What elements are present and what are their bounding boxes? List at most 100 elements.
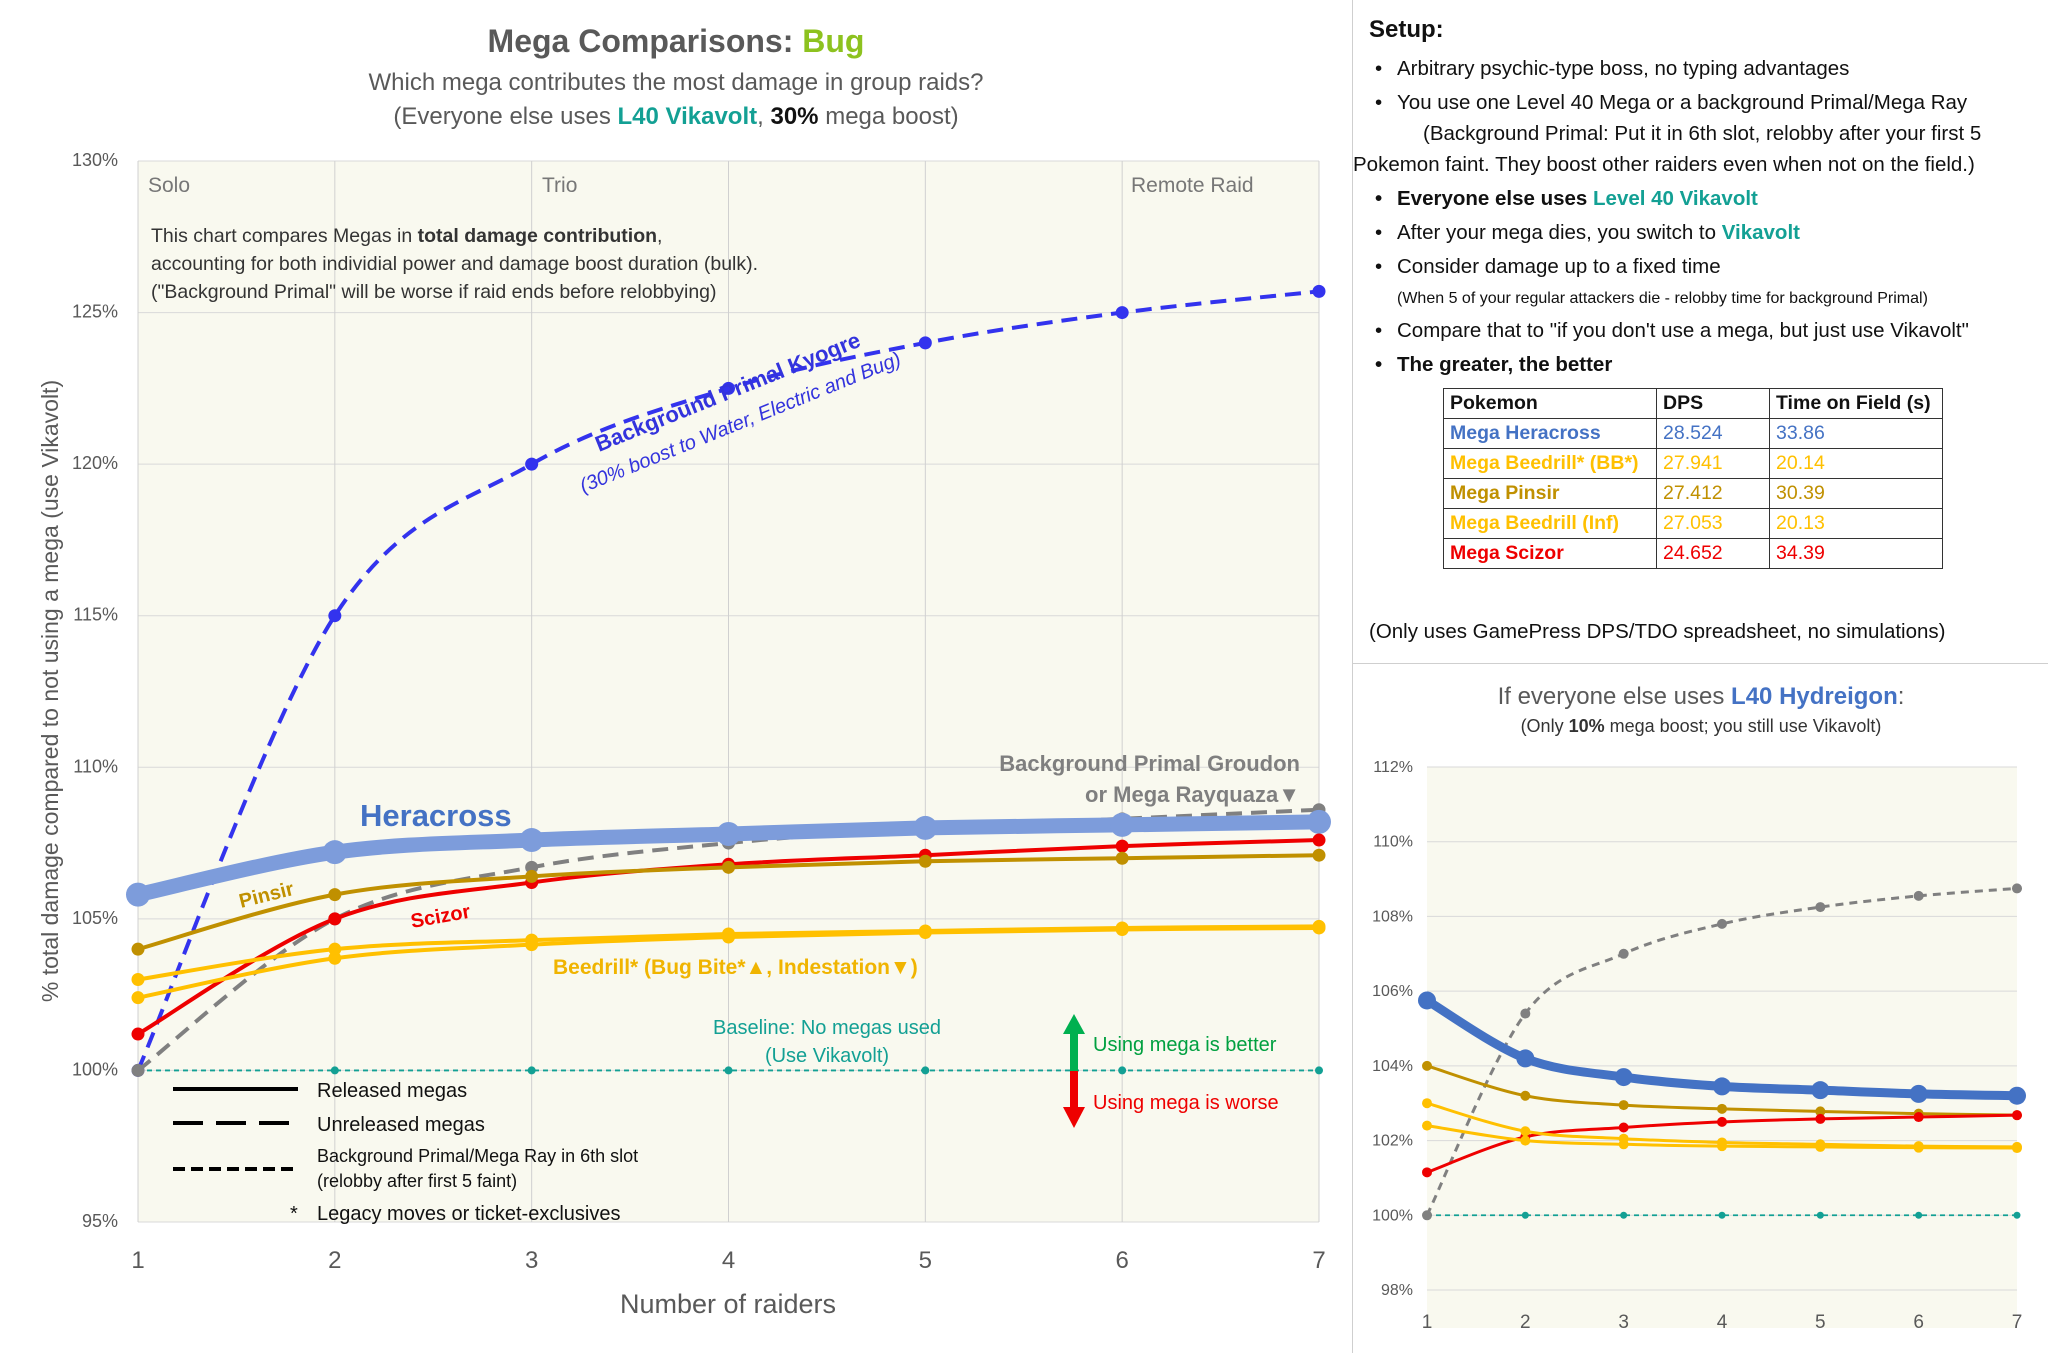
y-tick-label: 102% [1372, 1133, 1413, 1150]
y-tick-label: 125% [72, 302, 118, 322]
region-remote: Remote Raid [1131, 174, 1254, 197]
table-cell: 28.524 [1656, 418, 1770, 449]
setup-heading: Setup: [1369, 16, 1444, 43]
table-row: Mega Beedrill* (BB*) 27.941 20.14 [1443, 448, 1943, 479]
data-point-series-3 [2012, 1110, 2022, 1121]
data-point-series-3 [1422, 1167, 1432, 1178]
legend-legacy-mark: * [290, 1203, 298, 1225]
data-point-background-primal-kyogre [1312, 284, 1326, 298]
y-tick-label: 108% [1372, 908, 1413, 925]
data-point-heracross [716, 821, 741, 846]
better-label: Using mega is better [1093, 1034, 1277, 1056]
legend-legacy: Legacy moves or ticket-exclusives [317, 1203, 620, 1225]
main-series [126, 284, 1331, 1077]
table-cell: 30.39 [1769, 478, 1943, 509]
data-point-pinsir [328, 888, 342, 902]
data-point-beedrill-indestation [328, 951, 342, 965]
data-point-series-1 [1909, 1084, 1928, 1103]
x-tick-label: 4 [1717, 1312, 1728, 1333]
data-point-beedrill-indestation [131, 991, 145, 1005]
series-line-background-primal-kyogre [136, 289, 1320, 1072]
data-point-series-5 [1520, 1135, 1531, 1146]
heracross-label: Heracross [360, 798, 512, 833]
x-tick-label: 2 [328, 1247, 341, 1274]
table-cell: 20.14 [1769, 448, 1943, 479]
groudon-label-1: Background Primal Groudon [999, 751, 1300, 776]
x-tick-label: 5 [919, 1247, 932, 1274]
data-point-series-6 [1521, 1211, 1529, 1219]
data-point-background-primal-groudon-or-mega-rayquaza [131, 1063, 145, 1077]
mini-series [1418, 883, 2026, 1221]
x-tick-label: 3 [1618, 1312, 1629, 1333]
mini-x-ticks: 1 2 3 4 5 6 7 [1422, 1312, 2023, 1333]
setup-item-2: You use one Level 40 Mega or a backgroun… [1375, 86, 2033, 148]
setup-item-3: Everyone else uses Level 40 Vikavolt [1375, 182, 2033, 216]
mini-chart: If everyone else uses L40 Hydreigon: (On… [1372, 683, 2026, 1333]
data-point-heracross [1110, 812, 1135, 837]
region-trio: Trio [542, 174, 577, 197]
data-point-scizor [131, 1027, 145, 1041]
series-line-series-0 [1425, 886, 2018, 1216]
x-tick-label: 2 [1520, 1312, 1531, 1333]
x-axis-title: Number of raiders [620, 1289, 836, 1319]
table-cell: Mega Heracross [1443, 418, 1657, 449]
data-point-series-2 [1815, 1106, 1826, 1117]
beedrill-label: Beedrill* (Bug Bite*▲, Indestation▼) [553, 956, 918, 979]
right-panel: Setup: Arbitrary psychic-type boss, no t… [1352, 0, 2048, 1353]
data-point-heracross [126, 882, 150, 907]
mega-stats-table: Pokemon DPS Time on Field (s) Mega Herac… [1443, 388, 1943, 569]
table-header: Pokemon [1443, 388, 1657, 419]
data-point-heracross [913, 815, 938, 840]
data-point-series-3 [1717, 1116, 1727, 1127]
table-cell: Mega Beedrill* (BB*) [1443, 448, 1657, 479]
data-point-background-primal-kyogre [525, 457, 539, 471]
data-point-beedrill-indestation [1312, 921, 1326, 935]
data-point-scizor [1115, 839, 1129, 853]
mini-title: If everyone else uses L40 Hydreigon: [1498, 683, 1905, 710]
data-point-series-1 [1713, 1077, 1731, 1096]
y-tick-label: 110% [1373, 834, 1413, 851]
data-point-series-5 [1618, 1139, 1629, 1150]
data-point-series-1 [1516, 1049, 1535, 1068]
x-tick-label: 5 [1815, 1312, 1826, 1333]
x-tick-label: 4 [722, 1247, 735, 1274]
x-tick-label: 7 [1312, 1247, 1325, 1274]
setup-item-2-cont: Pokemon faint. They boost other raiders … [1353, 153, 1975, 176]
data-point-pinsir [1312, 848, 1326, 862]
data-point-series-0 [1422, 1210, 1432, 1221]
data-point-pinsir [1115, 851, 1129, 865]
data-point-beedrill-bug-bite [328, 942, 342, 956]
x-tick-label: 6 [1913, 1312, 1924, 1333]
setup-item-4: After your mega dies, you switch to Vika… [1375, 216, 2033, 250]
data-point-series-6 [1816, 1211, 1824, 1219]
data-point-series-2 [1717, 1103, 1727, 1114]
setup-item-7: The greater, the better [1375, 348, 2033, 382]
x-tick-label: 6 [1115, 1247, 1128, 1274]
table-header-row: Pokemon DPS Time on Field (s) [1443, 388, 1943, 419]
data-point-series-5 [1815, 1141, 1826, 1152]
data-point-series-6 [1718, 1211, 1726, 1219]
data-point-beedrill-indestation [722, 930, 735, 944]
data-point-background-primal-kyogre [328, 609, 342, 623]
region-solo: Solo [148, 174, 190, 197]
data-point-series-1 [1614, 1068, 1633, 1087]
y-tick-label: 100% [1372, 1207, 1413, 1224]
setup-list: Arbitrary psychic-type boss, no typing a… [1353, 52, 2033, 382]
table-cell: Mega Pinsir [1443, 478, 1657, 509]
mini-subtitle: (Only 10% mega boost; you still use Vika… [1521, 716, 1882, 736]
table-row: Mega Beedrill (Inf) 27.053 20.13 [1443, 508, 1943, 539]
data-point-series-0 [1913, 890, 1924, 901]
data-point-background-primal-kyogre [722, 381, 735, 395]
main-chart: Mega Comparisons: Bug Which mega contrib… [37, 23, 1331, 1319]
data-point-series-5 [1913, 1142, 1924, 1153]
data-point-baseline-no-megas-used [724, 1066, 733, 1075]
data-point-baseline-no-megas-used [527, 1066, 536, 1075]
mini-plot-area [1427, 767, 2017, 1328]
x-tick-label: 1 [131, 1247, 144, 1274]
table-row: Mega Heracross 28.524 33.86 [1443, 418, 1943, 449]
intro-line-1: This chart compares Megas in total damag… [151, 225, 662, 247]
data-point-heracross [1307, 809, 1331, 834]
setup-item-5: Consider damage up to a fixed time(When … [1375, 250, 2033, 314]
data-point-pinsir [131, 942, 145, 956]
y-tick-label: 104% [1372, 1058, 1413, 1075]
